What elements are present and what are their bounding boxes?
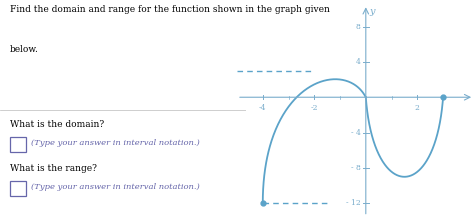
- Text: -4: -4: [259, 104, 266, 112]
- Text: (Type your answer in interval notation.): (Type your answer in interval notation.): [31, 139, 200, 147]
- Text: - 12: - 12: [346, 199, 361, 207]
- Text: - 4: - 4: [351, 129, 361, 137]
- Bar: [10, 137, 26, 152]
- Text: -2: -2: [310, 104, 318, 112]
- Text: 8: 8: [356, 23, 361, 30]
- Text: y: y: [370, 7, 375, 16]
- Text: 4: 4: [356, 58, 361, 66]
- Text: Find the domain and range for the function shown in the graph given: Find the domain and range for the functi…: [10, 5, 330, 14]
- Text: What is the range?: What is the range?: [10, 164, 97, 173]
- Text: - 8: - 8: [351, 164, 361, 172]
- Text: (Type your answer in interval notation.): (Type your answer in interval notation.): [31, 183, 200, 191]
- Bar: [10, 181, 26, 196]
- Text: 2: 2: [415, 104, 420, 112]
- Text: below.: below.: [10, 45, 39, 54]
- Text: What is the domain?: What is the domain?: [10, 120, 104, 129]
